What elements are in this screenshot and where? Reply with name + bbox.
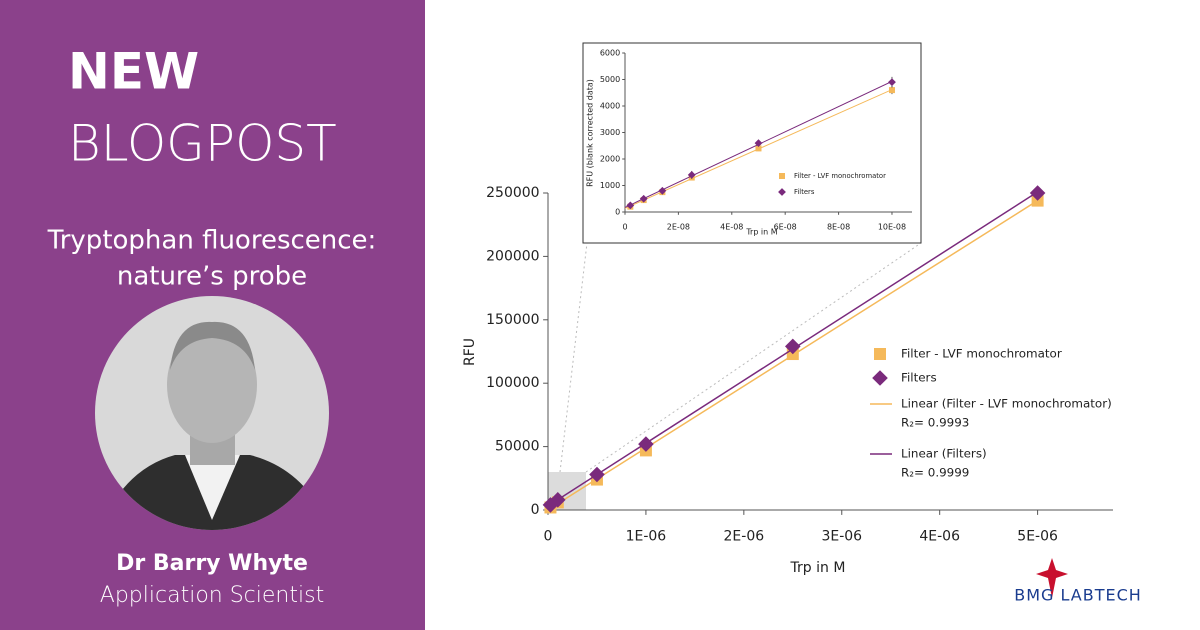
y-tick-label: 100000 xyxy=(486,375,539,391)
diamond-marker xyxy=(785,338,801,355)
x-tick-label: 6E-08 xyxy=(774,223,797,232)
legend-label: Filters xyxy=(901,371,937,385)
y-axis-label: RFU (blank corrected data) xyxy=(586,79,595,187)
y-tick-label: 200000 xyxy=(486,248,539,264)
subtitle: Tryptophan fluorescence: xyxy=(47,226,377,256)
x-tick-label: 2E-08 xyxy=(667,223,690,232)
y-tick-label: 0 xyxy=(531,502,540,518)
diamond-marker xyxy=(638,436,654,452)
y-tick-label: 3000 xyxy=(600,128,620,137)
y-tick-label: 2000 xyxy=(600,155,620,164)
x-tick-label: 3E-06 xyxy=(821,529,862,545)
y-tick-label: 5000 xyxy=(600,75,620,84)
x-tick-label: 10E-08 xyxy=(878,223,906,232)
x-tick-label: 1E-06 xyxy=(626,529,667,545)
legend-marker xyxy=(874,348,886,360)
x-axis-label: Trp in M xyxy=(745,228,777,237)
legend-marker xyxy=(778,188,786,196)
diamond-marker xyxy=(626,201,635,210)
y-tick-label: 4000 xyxy=(600,102,620,111)
legend-marker xyxy=(779,173,785,179)
diamond-marker xyxy=(687,171,696,179)
diamond-marker xyxy=(549,492,566,508)
legend-r2: R₂= 0.9999 xyxy=(901,466,969,480)
diamond-marker xyxy=(639,194,648,203)
y-tick-label: 150000 xyxy=(486,312,539,328)
author: Dr Barry Whyte xyxy=(116,551,308,576)
y-axis-label: RFU xyxy=(462,338,478,366)
x-tick-label: 0 xyxy=(622,223,627,232)
logo-star xyxy=(1036,558,1068,598)
x-tick-label: 5E-06 xyxy=(1017,529,1058,545)
subtitle: nature’s probe xyxy=(117,262,307,292)
diamond-marker xyxy=(754,139,763,147)
legend-marker xyxy=(872,370,888,386)
diamond-marker xyxy=(888,78,896,87)
diamond-marker xyxy=(1029,185,1046,201)
logo: BMG LABTECH xyxy=(1014,586,1142,605)
y-tick-label: 50000 xyxy=(495,439,540,455)
title: NEW xyxy=(68,43,199,101)
x-tick-label: 2E-06 xyxy=(724,529,765,545)
y-tick-label: 250000 xyxy=(486,185,539,201)
legend-label: Filter - LVF monochromator xyxy=(901,347,1062,361)
role: Application Scientist xyxy=(100,583,324,608)
x-tick-label: 0 xyxy=(544,529,553,545)
x-tick-label: 4E-08 xyxy=(720,223,743,232)
zoom-line xyxy=(559,242,588,473)
legend-label: Linear (Filter - LVF monochromator) xyxy=(901,397,1112,411)
diamond-marker xyxy=(542,497,559,513)
y-tick-label: 6000 xyxy=(600,49,620,58)
legend-r2: R₂= 0.9993 xyxy=(901,416,969,430)
title: BLOGPOST xyxy=(68,115,337,173)
square-marker xyxy=(888,87,895,94)
x-tick-label: 4E-06 xyxy=(919,529,960,545)
legend-label: Linear (Filters) xyxy=(901,447,987,461)
x-axis-label: Trp in M xyxy=(790,560,846,576)
legend-label: Filter - LVF monochromator xyxy=(794,172,886,180)
inset-frame xyxy=(582,42,922,244)
y-tick-label: 0 xyxy=(615,208,620,217)
square-marker xyxy=(755,145,762,152)
x-tick-label: 8E-08 xyxy=(827,223,850,232)
diamond-marker xyxy=(658,186,667,195)
legend-label: Filters xyxy=(794,188,815,196)
y-tick-label: 1000 xyxy=(600,181,620,190)
diamond-marker xyxy=(589,466,605,483)
